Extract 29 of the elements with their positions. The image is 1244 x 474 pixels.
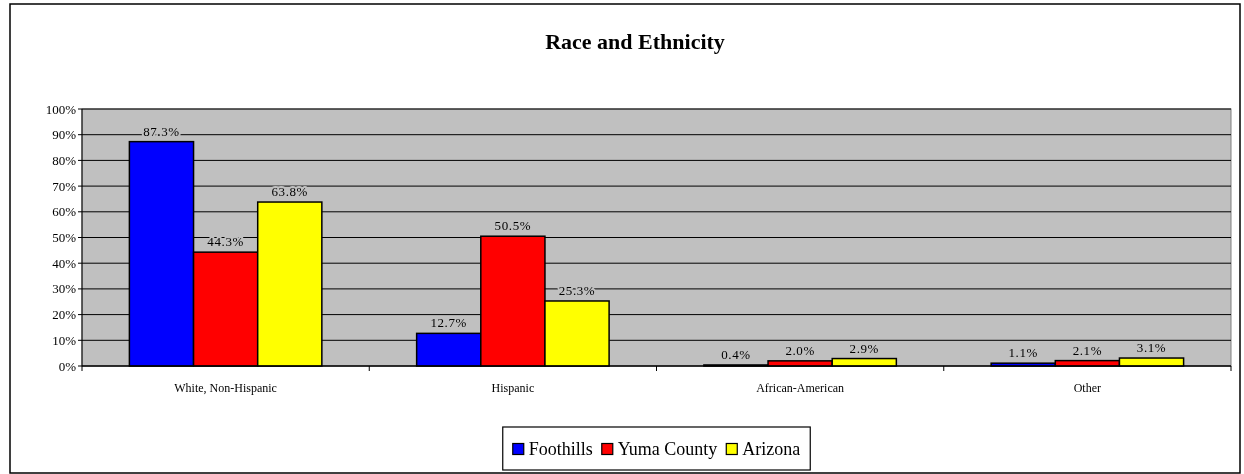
data-label: 63.8% <box>271 184 309 200</box>
data-label: 0.4% <box>721 346 751 362</box>
x-tick-label: White, Non-Hispanic <box>174 381 277 395</box>
x-tick-label: Hispanic <box>491 381 535 395</box>
y-tick-label: 100% <box>45 101 77 117</box>
y-tick-label: 20% <box>52 307 77 323</box>
chart-title: Race and Ethnicity <box>545 29 725 54</box>
legend-label: Arizona <box>742 438 801 459</box>
data-label: 2.9% <box>849 340 880 356</box>
y-tick-label: 60% <box>52 204 77 220</box>
x-tick-label: African-American <box>756 381 845 395</box>
data-label: 3.1% <box>1136 340 1167 356</box>
data-label: 12.7% <box>430 315 468 331</box>
y-tick-label: 0% <box>58 358 77 374</box>
y-tick-label: 90% <box>52 127 77 143</box>
y-tick-label: 70% <box>52 178 77 194</box>
y-tick-label: 40% <box>52 255 77 271</box>
data-label: 44.3% <box>207 234 244 250</box>
y-tick-label: 30% <box>52 281 77 297</box>
legend-label: Foothills <box>528 438 593 459</box>
data-label: 50.5% <box>494 218 532 234</box>
data-label: 2.1% <box>1072 342 1103 358</box>
data-label: 1.1% <box>1008 345 1038 361</box>
x-tick-label: Other <box>1073 381 1102 395</box>
legend-label: Yuma County <box>617 438 718 459</box>
y-tick-label: 10% <box>52 332 77 348</box>
data-label: 2.0% <box>785 342 815 358</box>
y-tick-label: 80% <box>52 152 77 168</box>
y-tick-label: 50% <box>52 230 77 245</box>
